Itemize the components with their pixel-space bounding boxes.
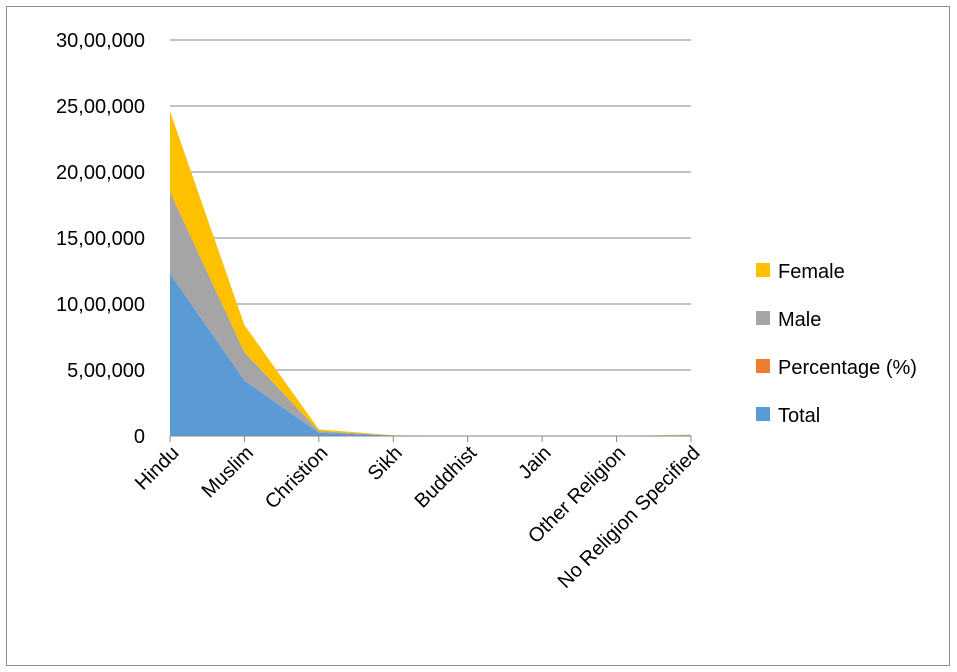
legend-swatch-total bbox=[756, 407, 770, 421]
legend-label-total: Total bbox=[778, 405, 820, 427]
x-tick-label: Sikh bbox=[364, 442, 407, 485]
x-tick-label: Christion bbox=[261, 442, 332, 513]
y-axis-tick-labels: 0 5,00,000 10,00,000 15,00,000 20,00,000 25,0… bbox=[56, 30, 145, 448]
y-tick-label: 25,00,000 bbox=[56, 96, 145, 118]
x-tick-label: Jain bbox=[514, 442, 556, 484]
x-tick-label: Muslim bbox=[198, 442, 258, 502]
legend-label-female: Female bbox=[778, 261, 845, 283]
legend-swatch-male bbox=[756, 311, 770, 325]
gridlines bbox=[170, 40, 691, 370]
x-tick-label: Hindu bbox=[131, 442, 184, 495]
legend-label-male: Male bbox=[778, 309, 821, 331]
x-axis-tick-labels: Hindu Muslim Christion Sikh Buddhist JainOthe… bbox=[131, 442, 705, 593]
legend-swatch-percentage bbox=[756, 359, 770, 373]
legend-swatch-female bbox=[756, 263, 770, 277]
legend-label-percentage: Percentage (%) bbox=[778, 357, 917, 379]
y-tick-label: 5,00,000 bbox=[67, 360, 145, 382]
y-tick-label: 0 bbox=[134, 426, 145, 448]
y-tick-label: 10,00,000 bbox=[56, 294, 145, 316]
y-tick-label: 20,00,000 bbox=[56, 162, 145, 184]
y-tick-label: 15,00,000 bbox=[56, 228, 145, 250]
legend: Female Male Percentage (%) Total bbox=[756, 261, 917, 427]
x-tick-label: Buddhist bbox=[411, 442, 482, 513]
y-tick-label: 30,00,000 bbox=[56, 30, 145, 52]
axes bbox=[170, 436, 691, 442]
stacked-areas bbox=[170, 111, 691, 436]
x-tick-label: No Religion Specified bbox=[554, 442, 705, 593]
